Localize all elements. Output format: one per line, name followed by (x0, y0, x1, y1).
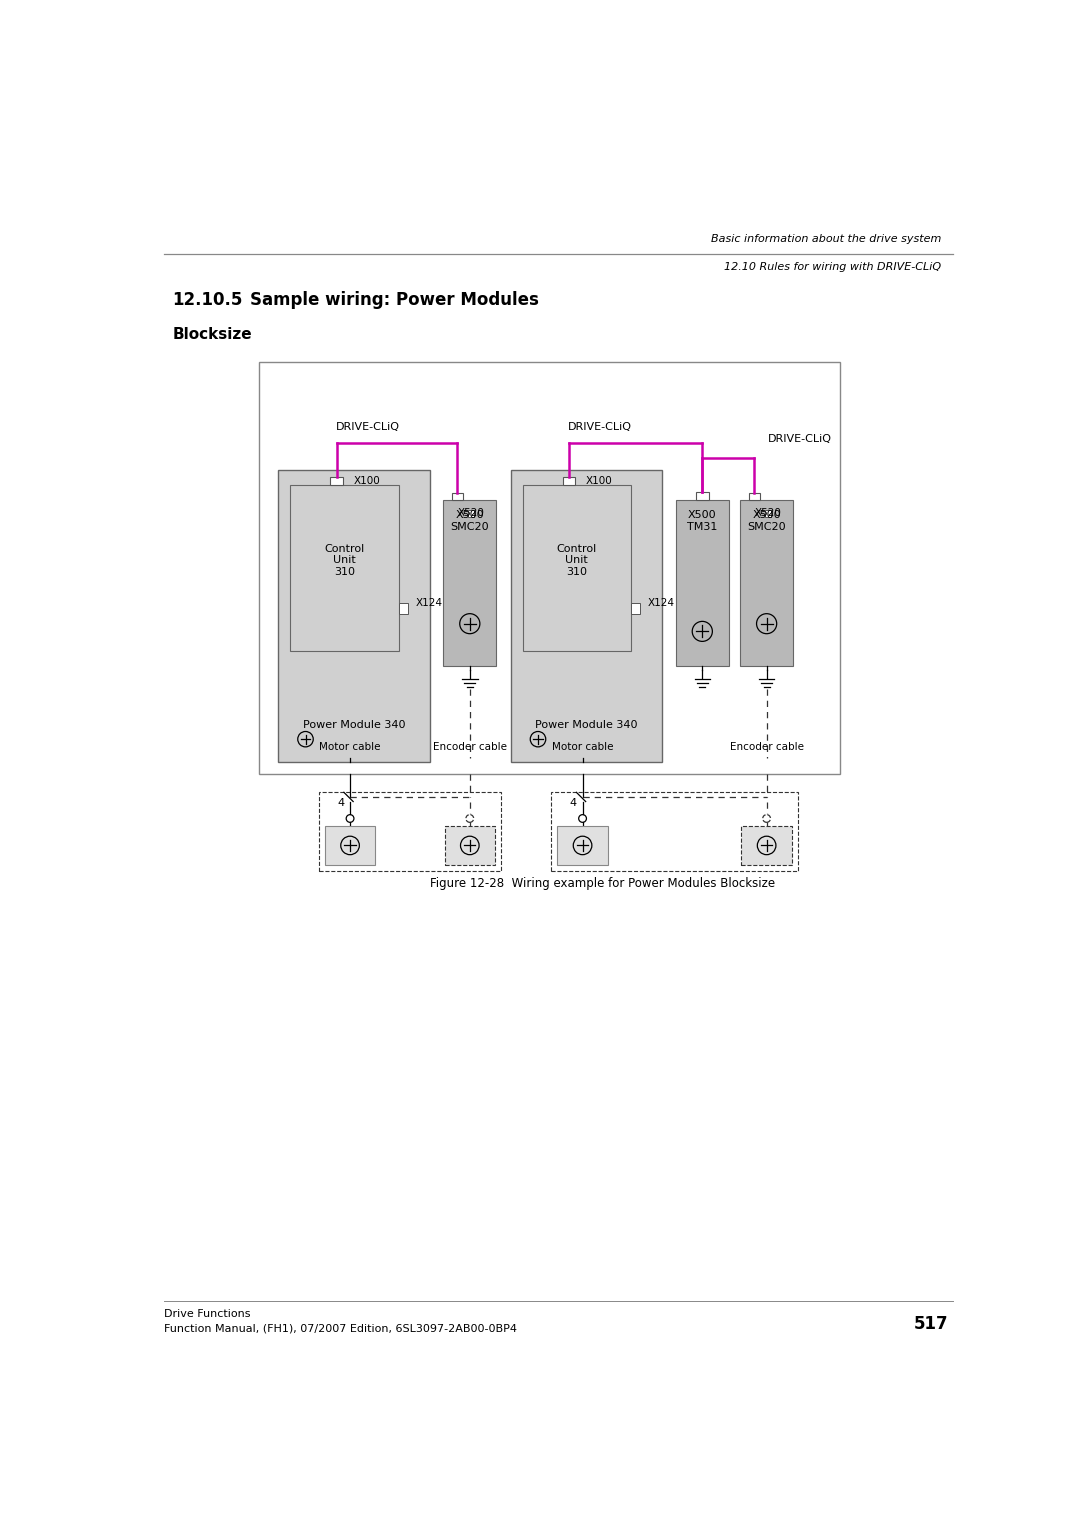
Text: X100: X100 (353, 476, 380, 486)
Text: Basic information about the drive system: Basic information about the drive system (711, 234, 941, 244)
Text: X520: X520 (755, 508, 782, 518)
Text: 12.10 Rules for wiring with DRIVE-CLiQ: 12.10 Rules for wiring with DRIVE-CLiQ (724, 263, 941, 272)
Text: X100: X100 (586, 476, 612, 486)
Text: Encoder cable: Encoder cable (433, 742, 507, 751)
Bar (319, 791, 501, 870)
Bar (279, 470, 430, 762)
Bar (563, 476, 576, 486)
Text: Control
Unit
310: Control Unit 310 (324, 544, 364, 577)
Text: 4: 4 (570, 799, 577, 808)
Text: DRIVE-CLiQ: DRIVE-CLiQ (568, 423, 632, 432)
Bar (259, 362, 840, 774)
Text: 517: 517 (914, 1315, 948, 1333)
Text: Drive Functions: Drive Functions (164, 1309, 251, 1319)
Text: Motor cable: Motor cable (552, 742, 613, 751)
Text: Encoder cable: Encoder cable (730, 742, 804, 751)
Text: X500
SMC20: X500 SMC20 (450, 510, 489, 531)
Bar (291, 486, 399, 651)
Bar (676, 501, 729, 666)
Text: X500
SMC20: X500 SMC20 (747, 510, 786, 531)
Bar (330, 476, 342, 486)
Text: X500
TM31: X500 TM31 (687, 510, 717, 531)
Bar (742, 826, 792, 864)
Text: Function Manual, (FH1), 07/2007 Edition, 6SL3097-2AB00-0BP4: Function Manual, (FH1), 07/2007 Edition,… (164, 1324, 517, 1333)
Text: Motor cable: Motor cable (320, 742, 381, 751)
Bar (399, 603, 408, 614)
Text: X124: X124 (416, 599, 443, 608)
Bar (765, 510, 771, 516)
Bar (511, 470, 662, 762)
Bar (748, 493, 759, 501)
Text: Sample wiring: Power Modules: Sample wiring: Power Modules (249, 292, 539, 310)
Bar (551, 791, 798, 870)
Bar (469, 510, 474, 516)
Text: 12.10.5: 12.10.5 (172, 292, 243, 310)
Text: DRIVE-CLiQ: DRIVE-CLiQ (768, 434, 832, 444)
Text: DRIVE-CLiQ: DRIVE-CLiQ (336, 423, 400, 432)
Bar (325, 826, 375, 864)
Bar (523, 486, 631, 651)
Text: X520: X520 (458, 508, 485, 518)
Bar (444, 501, 496, 666)
Bar (631, 603, 640, 614)
Bar (740, 501, 793, 666)
Bar (697, 492, 708, 501)
Bar (445, 826, 495, 864)
Text: X124: X124 (648, 599, 675, 608)
Text: 4: 4 (337, 799, 345, 808)
Text: Power Module 340: Power Module 340 (536, 721, 637, 730)
Bar (451, 493, 463, 501)
Text: Control
Unit
310: Control Unit 310 (556, 544, 597, 577)
Text: Blocksize: Blocksize (172, 327, 252, 342)
Bar (557, 826, 608, 864)
Text: Power Module 340: Power Module 340 (302, 721, 405, 730)
Text: Figure 12-28  Wiring example for Power Modules Blocksize: Figure 12-28 Wiring example for Power Mo… (430, 878, 774, 890)
